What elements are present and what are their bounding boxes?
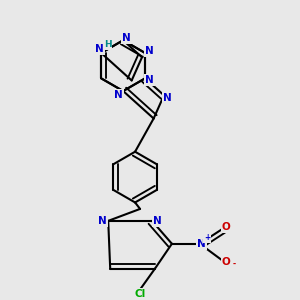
Text: O: O	[222, 222, 231, 232]
Text: O: O	[222, 257, 231, 267]
Text: -: -	[232, 260, 236, 269]
Text: N: N	[114, 90, 123, 100]
Text: N: N	[197, 239, 206, 249]
Text: N: N	[145, 75, 154, 85]
Text: N: N	[153, 216, 162, 226]
Text: Cl: Cl	[134, 289, 146, 299]
Text: N: N	[95, 44, 104, 53]
Text: N: N	[122, 33, 130, 43]
Text: +: +	[204, 233, 210, 242]
Text: N: N	[145, 46, 154, 56]
Text: N: N	[98, 216, 107, 226]
Text: N: N	[163, 93, 172, 103]
Text: H: H	[104, 40, 112, 49]
